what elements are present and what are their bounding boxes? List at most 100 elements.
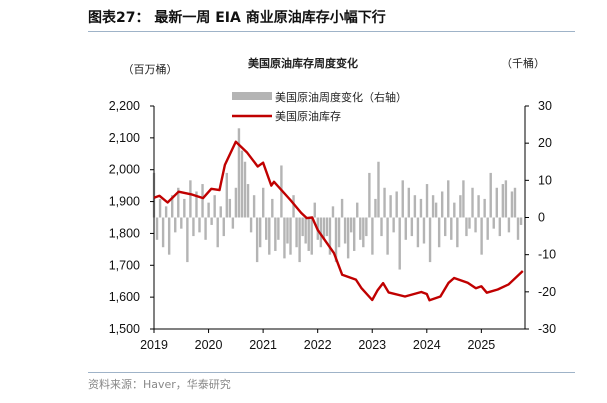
bar bbox=[434, 202, 438, 218]
right-tick-label: 30 bbox=[538, 99, 552, 113]
right-tick-label: 20 bbox=[538, 136, 552, 150]
bar bbox=[295, 217, 298, 248]
bar bbox=[246, 184, 250, 218]
bar bbox=[353, 217, 356, 251]
bar bbox=[444, 217, 447, 237]
bar bbox=[516, 217, 520, 240]
title-divider bbox=[88, 31, 575, 32]
bar bbox=[513, 187, 517, 218]
bar bbox=[480, 217, 483, 255]
bar bbox=[265, 217, 268, 240]
bar bbox=[155, 217, 159, 240]
legend-label-line: 美国原油库存 bbox=[275, 109, 341, 123]
bar bbox=[328, 217, 332, 255]
bar bbox=[298, 217, 301, 263]
bar bbox=[510, 191, 514, 218]
bar bbox=[213, 195, 216, 218]
x-tick-label: 2025 bbox=[467, 338, 495, 352]
bar bbox=[195, 191, 198, 218]
bar bbox=[177, 187, 180, 218]
bar bbox=[207, 202, 210, 218]
bar bbox=[334, 217, 338, 263]
bar bbox=[368, 172, 371, 218]
bar bbox=[362, 217, 365, 248]
x-tick-label: 2024 bbox=[413, 338, 441, 352]
bar bbox=[492, 217, 495, 229]
bar bbox=[225, 172, 229, 218]
left-tick-label: 2,000 bbox=[109, 163, 140, 177]
bar bbox=[304, 217, 307, 244]
bar bbox=[192, 217, 195, 237]
bar bbox=[307, 217, 310, 251]
bar bbox=[419, 198, 423, 218]
bar bbox=[398, 217, 401, 270]
bar bbox=[343, 217, 347, 244]
bar bbox=[483, 198, 486, 218]
bar bbox=[301, 217, 304, 237]
bar bbox=[310, 217, 313, 255]
bar bbox=[380, 217, 383, 237]
bar bbox=[198, 217, 201, 233]
bar bbox=[377, 161, 380, 218]
bar bbox=[161, 217, 165, 248]
bar bbox=[271, 198, 274, 218]
bar bbox=[325, 217, 329, 237]
bar bbox=[459, 195, 462, 218]
bar bbox=[462, 180, 465, 218]
bar bbox=[386, 217, 389, 255]
left-tick-label: 1,700 bbox=[109, 258, 140, 272]
bar bbox=[498, 217, 502, 237]
bar bbox=[252, 195, 256, 218]
bar bbox=[234, 187, 238, 218]
inventory-line bbox=[153, 140, 524, 302]
bar bbox=[204, 217, 207, 240]
bar bbox=[468, 217, 471, 229]
bar bbox=[201, 184, 204, 218]
left-tick-label: 1,600 bbox=[109, 290, 140, 304]
bar bbox=[164, 206, 168, 218]
bar bbox=[365, 217, 368, 237]
bar bbox=[453, 202, 456, 218]
x-tick-label: 2023 bbox=[358, 338, 386, 352]
x-tick-label: 2022 bbox=[304, 338, 332, 352]
bar bbox=[313, 202, 316, 218]
bar bbox=[465, 217, 468, 237]
bar bbox=[437, 217, 441, 248]
right-tick-label: -20 bbox=[538, 285, 556, 299]
legend-label-bars: 美国原油周度变化（右轴） bbox=[275, 90, 407, 104]
bar bbox=[189, 180, 192, 218]
bar bbox=[486, 217, 489, 240]
figure-title: 图表27： 最新一周 EIA 商业原油库存小幅下行 bbox=[88, 10, 386, 26]
bar bbox=[392, 217, 395, 233]
bar bbox=[501, 184, 505, 218]
bar bbox=[447, 180, 450, 218]
bar bbox=[416, 217, 420, 248]
bar bbox=[289, 217, 292, 255]
x-tick-label: 2020 bbox=[195, 338, 223, 352]
bar bbox=[407, 187, 411, 218]
bar bbox=[268, 217, 271, 255]
footer-divider bbox=[88, 372, 575, 373]
bar bbox=[431, 195, 435, 218]
x-tick-label: 2021 bbox=[249, 338, 277, 352]
right-tick-label: -10 bbox=[538, 248, 556, 262]
left-tick-label: 1,500 bbox=[109, 322, 140, 336]
bar bbox=[331, 206, 335, 218]
bar bbox=[495, 187, 498, 218]
bar bbox=[383, 187, 386, 218]
bar bbox=[425, 184, 429, 218]
bar bbox=[389, 195, 392, 218]
chart-title: 美国原油库存周度变化 bbox=[248, 56, 358, 70]
bar bbox=[240, 150, 244, 218]
left-tick-label: 1,900 bbox=[109, 195, 140, 209]
bar bbox=[428, 217, 432, 263]
legend: 美国原油周度变化（右轴） 美国原油库存 bbox=[232, 90, 407, 123]
right-tick-label: 0 bbox=[538, 211, 545, 225]
bar bbox=[222, 217, 225, 237]
left-axis-unit: （百万桶） bbox=[123, 62, 178, 76]
bar bbox=[456, 217, 459, 248]
bar bbox=[243, 161, 247, 218]
bar bbox=[158, 198, 162, 218]
bar bbox=[171, 195, 174, 218]
